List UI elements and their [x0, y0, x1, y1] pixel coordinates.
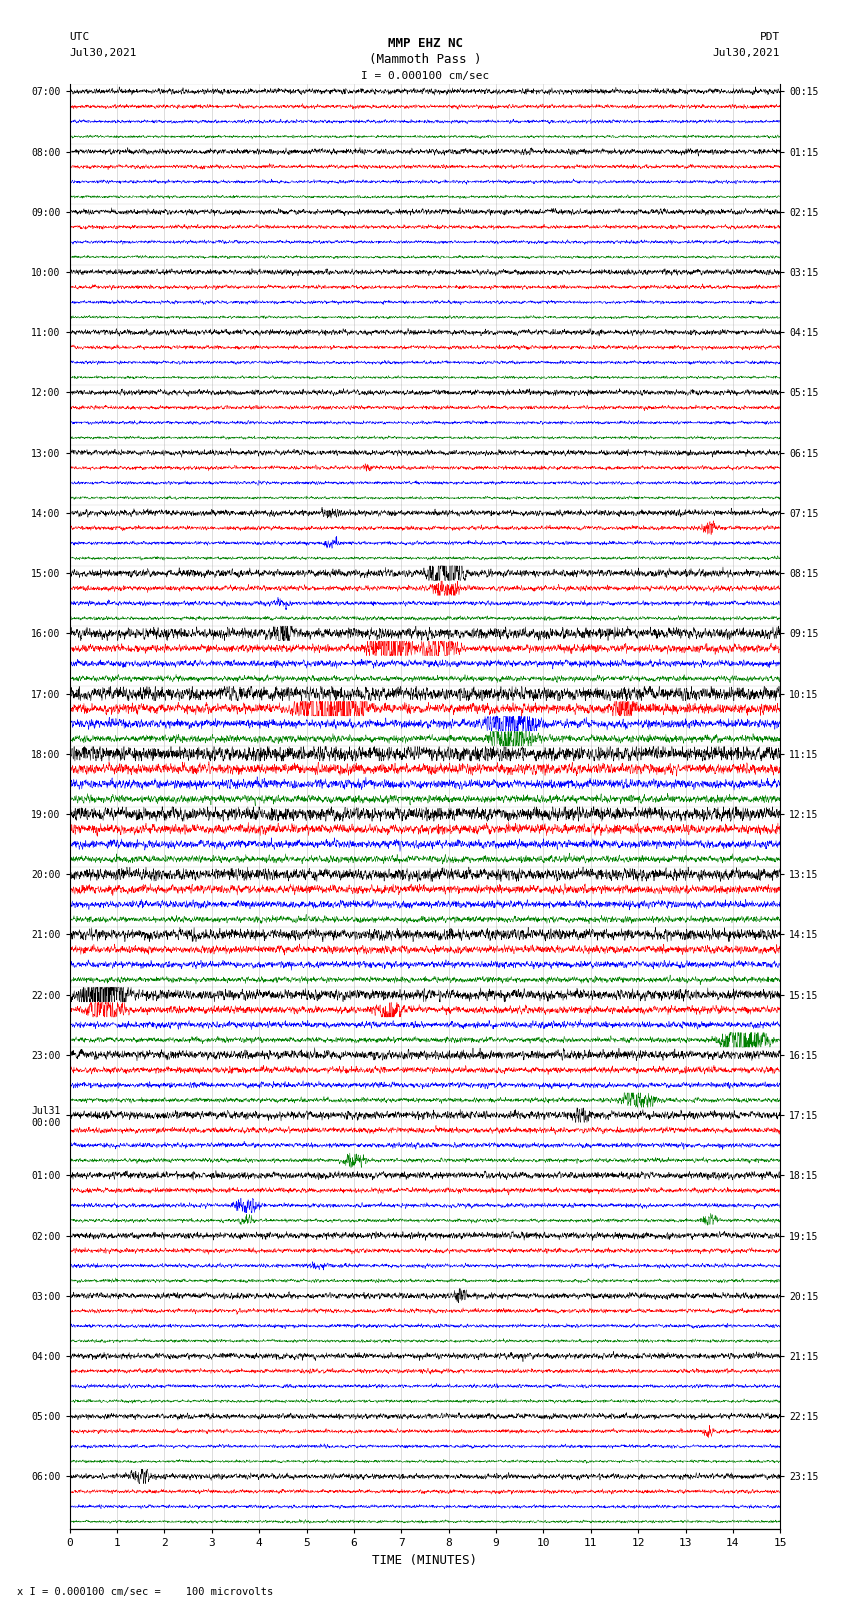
- Text: x I = 0.000100 cm/sec =    100 microvolts: x I = 0.000100 cm/sec = 100 microvolts: [17, 1587, 273, 1597]
- Text: Jul30,2021: Jul30,2021: [70, 48, 137, 58]
- X-axis label: TIME (MINUTES): TIME (MINUTES): [372, 1553, 478, 1566]
- Text: (Mammoth Pass ): (Mammoth Pass ): [369, 53, 481, 66]
- Text: UTC: UTC: [70, 32, 90, 42]
- Text: PDT: PDT: [760, 32, 780, 42]
- Text: I = 0.000100 cm/sec: I = 0.000100 cm/sec: [361, 71, 489, 81]
- Text: Jul30,2021: Jul30,2021: [713, 48, 780, 58]
- Text: MMP EHZ NC: MMP EHZ NC: [388, 37, 462, 50]
